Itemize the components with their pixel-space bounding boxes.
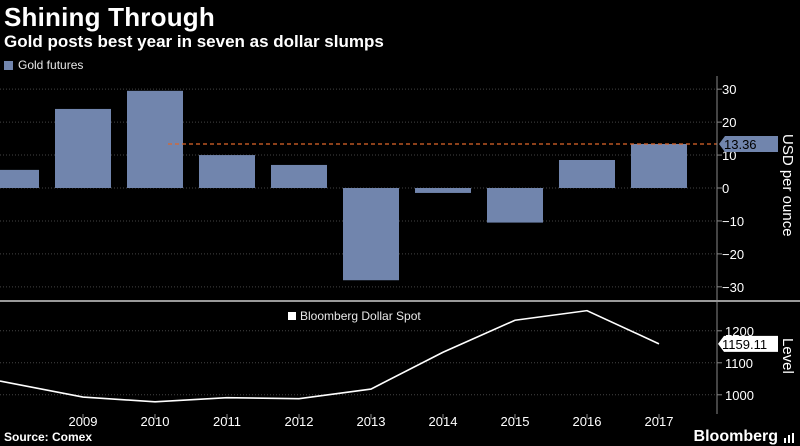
bar-gold-2010 <box>127 90 183 188</box>
line-end-value-label: 1159.11 <box>722 337 767 352</box>
lower-tick-label: 1000 <box>725 388 754 403</box>
upper-tick-label: −30 <box>722 280 744 295</box>
brand-logo-text: Bloomberg <box>693 428 778 445</box>
x-tick-label: 2015 <box>501 414 530 429</box>
line-series-dollar-spot <box>0 309 660 403</box>
reference-value-badge: 13.36 <box>719 135 778 152</box>
upper-tick-label: −10 <box>722 214 744 229</box>
upper-y-axis-title: USD per ounce <box>779 134 796 237</box>
line-end-value-badge: 1159.11 <box>718 335 778 352</box>
legend-dollar-swatch <box>288 312 296 320</box>
x-tick-label: 2011 <box>213 414 241 429</box>
chart-title: Shining Through <box>4 2 215 32</box>
lower-gridlines <box>0 330 717 396</box>
bar-chart-icon <box>784 433 794 443</box>
bar-gold-2012 <box>271 164 327 188</box>
bar-gold-2011 <box>199 155 255 188</box>
bar-gold-2016 <box>559 160 615 188</box>
legend-gold-label: Gold futures <box>18 58 84 72</box>
lower-y-tick-labels: 1200 1100 1000 <box>717 324 754 403</box>
chart-subtitle: Gold posts best year in seven as dollar … <box>4 32 384 51</box>
upper-tick-label: 20 <box>722 115 736 130</box>
legend-dollar-label: Bloomberg Dollar Spot <box>300 309 421 323</box>
upper-tick-label: 30 <box>722 82 736 97</box>
x-tick-label: 2017 <box>645 414 674 429</box>
lower-tick-label: 1200 <box>725 324 754 339</box>
source-note: Source: Comex <box>4 430 93 444</box>
legend-gold: Gold futures <box>4 58 83 72</box>
lower-tick-label: 1100 <box>725 356 753 371</box>
x-axis-tick-labels: 2009 2010 2011 2012 2013 2014 2015 2016 2017 <box>69 414 674 429</box>
bar-gold-2014 <box>415 188 471 193</box>
bar-gold-2017 <box>631 143 687 188</box>
x-tick-label: 2010 <box>141 414 170 429</box>
bar-gold-2008 <box>0 169 39 188</box>
lower-y-axis-title: Level <box>779 338 796 374</box>
legend-dollar: Bloomberg Dollar Spot <box>288 309 421 323</box>
x-tick-label: 2016 <box>573 414 602 429</box>
upper-tick-label: 0 <box>722 181 729 196</box>
reference-value-label: 13.36 <box>724 137 757 152</box>
x-tick-label: 2012 <box>285 414 314 429</box>
x-tick-label: 2009 <box>69 414 98 429</box>
bar-gold-2013 <box>343 188 399 281</box>
bar-series-gold <box>0 90 687 281</box>
upper-tick-label: −20 <box>722 247 744 262</box>
x-tick-label: 2014 <box>429 414 458 429</box>
bar-gold-2015 <box>487 188 543 223</box>
x-tick-label: 2013 <box>357 414 386 429</box>
legend-gold-swatch <box>4 60 13 70</box>
bar-gold-2009 <box>55 108 111 188</box>
